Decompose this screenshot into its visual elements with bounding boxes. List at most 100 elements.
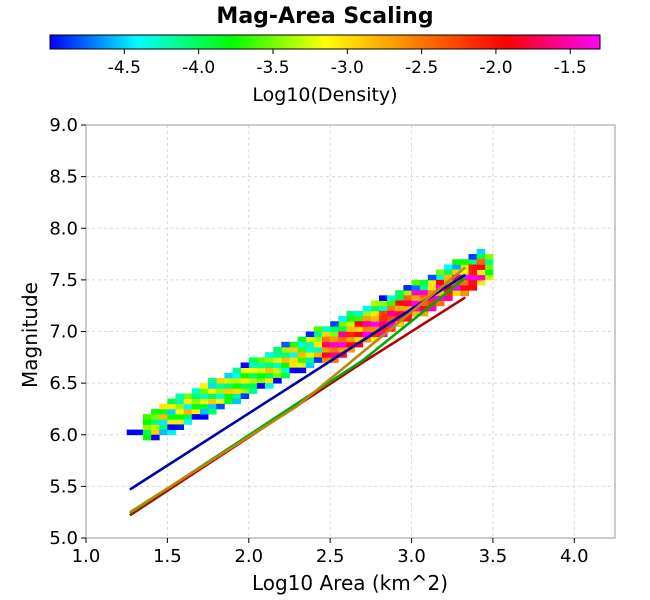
density-cell (435, 300, 445, 307)
density-cell (362, 310, 372, 317)
density-cell (240, 372, 250, 379)
density-cell (167, 429, 176, 436)
density-cell (330, 321, 339, 327)
density-cell (346, 331, 355, 338)
density-cell (281, 341, 290, 348)
density-cell (240, 367, 250, 374)
density-cell (378, 305, 388, 312)
density-cell (281, 352, 290, 358)
density-cell (419, 305, 429, 312)
density-cell (265, 352, 274, 358)
density-cell (208, 377, 217, 384)
density-cell (175, 419, 185, 425)
density-cell (248, 377, 258, 384)
density-cell (297, 341, 307, 348)
density-cell (427, 274, 437, 281)
density-cell (476, 248, 486, 255)
density-cell (362, 331, 372, 338)
density-cell (216, 403, 225, 410)
scaling-lines (129, 266, 467, 517)
density-cell (256, 372, 266, 379)
chart-title: Mag-Area Scaling (216, 4, 433, 29)
density-cell (476, 274, 486, 281)
density-cell (444, 274, 453, 281)
y-tick-label: 5.5 (49, 476, 78, 497)
density-cell (208, 388, 217, 394)
density-cell (395, 290, 404, 296)
density-cell (126, 429, 136, 436)
density-cell (387, 295, 396, 301)
density-cell (370, 331, 380, 338)
density-cell (159, 424, 168, 430)
density-cell (362, 321, 372, 327)
density-cell (403, 305, 412, 312)
density-cell (289, 367, 298, 374)
density-cell (419, 290, 429, 296)
density-cell (256, 367, 266, 374)
scaling-line-4 (129, 266, 467, 514)
density-cell (346, 316, 355, 322)
density-cell (378, 300, 388, 307)
density-cell (411, 279, 421, 286)
density-cell (167, 424, 176, 430)
density-cell (330, 352, 339, 358)
density-cell (427, 295, 437, 301)
density-cell (265, 383, 274, 389)
density-cell (313, 326, 323, 332)
density-cell (183, 393, 193, 400)
density-cell (403, 316, 412, 322)
density-cell (419, 310, 429, 317)
density-cell (142, 414, 152, 420)
density-cell (322, 331, 331, 338)
density-cell (313, 352, 323, 358)
density-cell (313, 336, 323, 343)
density-cell (468, 274, 478, 281)
density-cell (289, 362, 298, 369)
density-cell (232, 383, 242, 389)
density-cell (362, 316, 372, 322)
density-cell (370, 305, 380, 312)
density-cell (370, 336, 380, 343)
density-cell (142, 434, 152, 441)
density-cell (167, 408, 176, 415)
density-cell (281, 372, 290, 379)
x-tick-label: 2.0 (234, 546, 263, 567)
density-cell (199, 388, 209, 394)
density-cell (435, 279, 445, 286)
density-cell (435, 290, 445, 296)
density-cell (338, 331, 347, 338)
density-cell (273, 346, 282, 353)
density-cell (232, 372, 242, 379)
y-tick-label: 5.0 (49, 528, 78, 549)
density-cell (330, 336, 339, 343)
density-cell (265, 372, 274, 379)
density-cell (346, 341, 355, 348)
y-tick-label: 7.5 (49, 270, 78, 291)
x-tick-label: 1.5 (153, 546, 182, 567)
density-cell (224, 372, 233, 379)
y-tick-label: 6.0 (49, 425, 78, 446)
density-cell (476, 279, 486, 286)
density-cell (411, 295, 421, 301)
density-cell (191, 408, 201, 415)
density-cell (248, 362, 258, 369)
density-cell (460, 290, 469, 296)
density-cell (468, 259, 478, 265)
y-tick-label: 9.0 (49, 115, 78, 136)
density-cell (199, 383, 209, 389)
density-cell (305, 341, 315, 348)
density-cell (175, 398, 185, 405)
density-cell (313, 331, 323, 338)
density-cell (444, 264, 453, 270)
density-cell (216, 377, 225, 384)
density-cell (199, 393, 209, 400)
density-cell (224, 377, 233, 384)
colorbar-tick-label: -2.5 (405, 58, 438, 78)
density-cell (208, 398, 217, 405)
density-cell (142, 424, 152, 430)
density-cell (151, 414, 160, 420)
density-cell (175, 408, 185, 415)
density-cell (240, 377, 250, 384)
density-cell (330, 346, 339, 353)
